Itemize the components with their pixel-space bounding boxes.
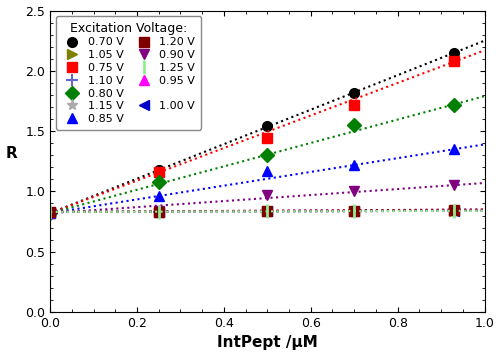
Y-axis label: R: R bbox=[6, 146, 18, 161]
X-axis label: IntPept /μM: IntPept /μM bbox=[217, 335, 318, 350]
Legend: 0.70 V, 1.05 V, 0.75 V, 1.10 V, 0.80 V, 1.15 V, 0.85 V, 1.20 V, 0.90 V, 1.25 V, : 0.70 V, 1.05 V, 0.75 V, 1.10 V, 0.80 V, … bbox=[56, 16, 201, 130]
